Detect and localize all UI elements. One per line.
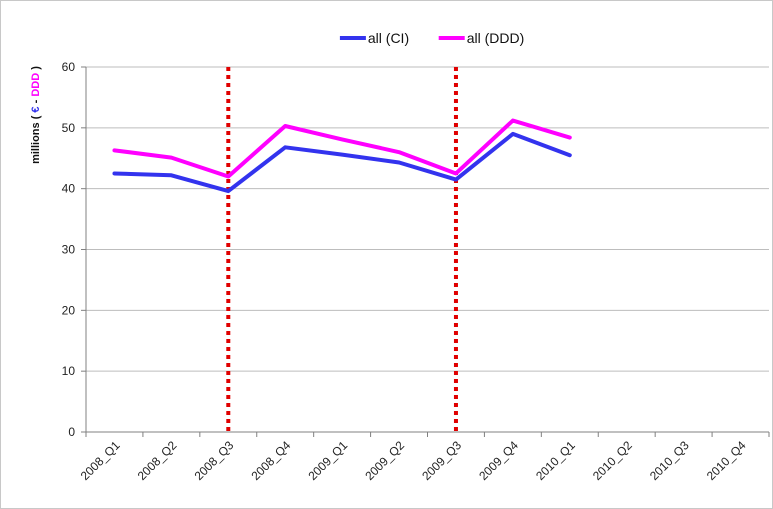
y-tick-label: 60 — [62, 60, 76, 74]
x-tick-label: 2009_Q3 — [419, 438, 464, 483]
x-tick-label: 2010_Q2 — [590, 438, 635, 483]
vertical-markers — [226, 67, 458, 432]
x-tick-label: 2008_Q1 — [78, 438, 123, 483]
y-axis-title-suffix: ) — [30, 66, 42, 70]
series-lines — [112, 118, 572, 194]
y-tick-label: 40 — [62, 182, 76, 196]
axes: 0 10 20 30 40 50 60 2008_Q1 2008_Q2 2008_Q3 2008_Q… — [62, 60, 770, 483]
y-tick-label: 30 — [62, 243, 76, 257]
gridlines — [86, 66, 769, 372]
x-tick-label: 2008_Q4 — [249, 438, 294, 483]
legend: all (CI) all (DDD) — [339, 30, 525, 46]
legend-label: all (CI) — [368, 30, 409, 46]
y-tick-label: 10 — [62, 364, 76, 378]
y-tick-label: 20 — [62, 303, 76, 317]
x-tick-label: 2008_Q2 — [135, 438, 180, 483]
y-axis-title-ddd: DDD — [30, 73, 42, 97]
x-tick-label: 2010_Q3 — [647, 438, 692, 483]
x-tick-label: 2010_Q1 — [533, 438, 578, 483]
x-tick-label: 2009_Q2 — [362, 438, 407, 483]
x-tick-label: 2010_Q4 — [704, 438, 749, 483]
y-axis-title-euro: € — [30, 106, 42, 112]
x-tick-label: 2008_Q3 — [192, 438, 237, 483]
y-axis-title-sep: - — [30, 97, 42, 104]
legend-label: all (DDD) — [467, 30, 525, 46]
x-tick-label: 2009_Q1 — [305, 438, 350, 483]
y-axis-title: millions ( € - DDD ) — [30, 66, 42, 164]
y-tick-label: 0 — [68, 425, 75, 439]
y-axis-title-prefix: millions ( — [30, 115, 42, 164]
series-line-2 — [112, 118, 572, 179]
x-tick-label: 2009_Q4 — [476, 438, 521, 483]
y-tick-label: 50 — [62, 121, 76, 135]
